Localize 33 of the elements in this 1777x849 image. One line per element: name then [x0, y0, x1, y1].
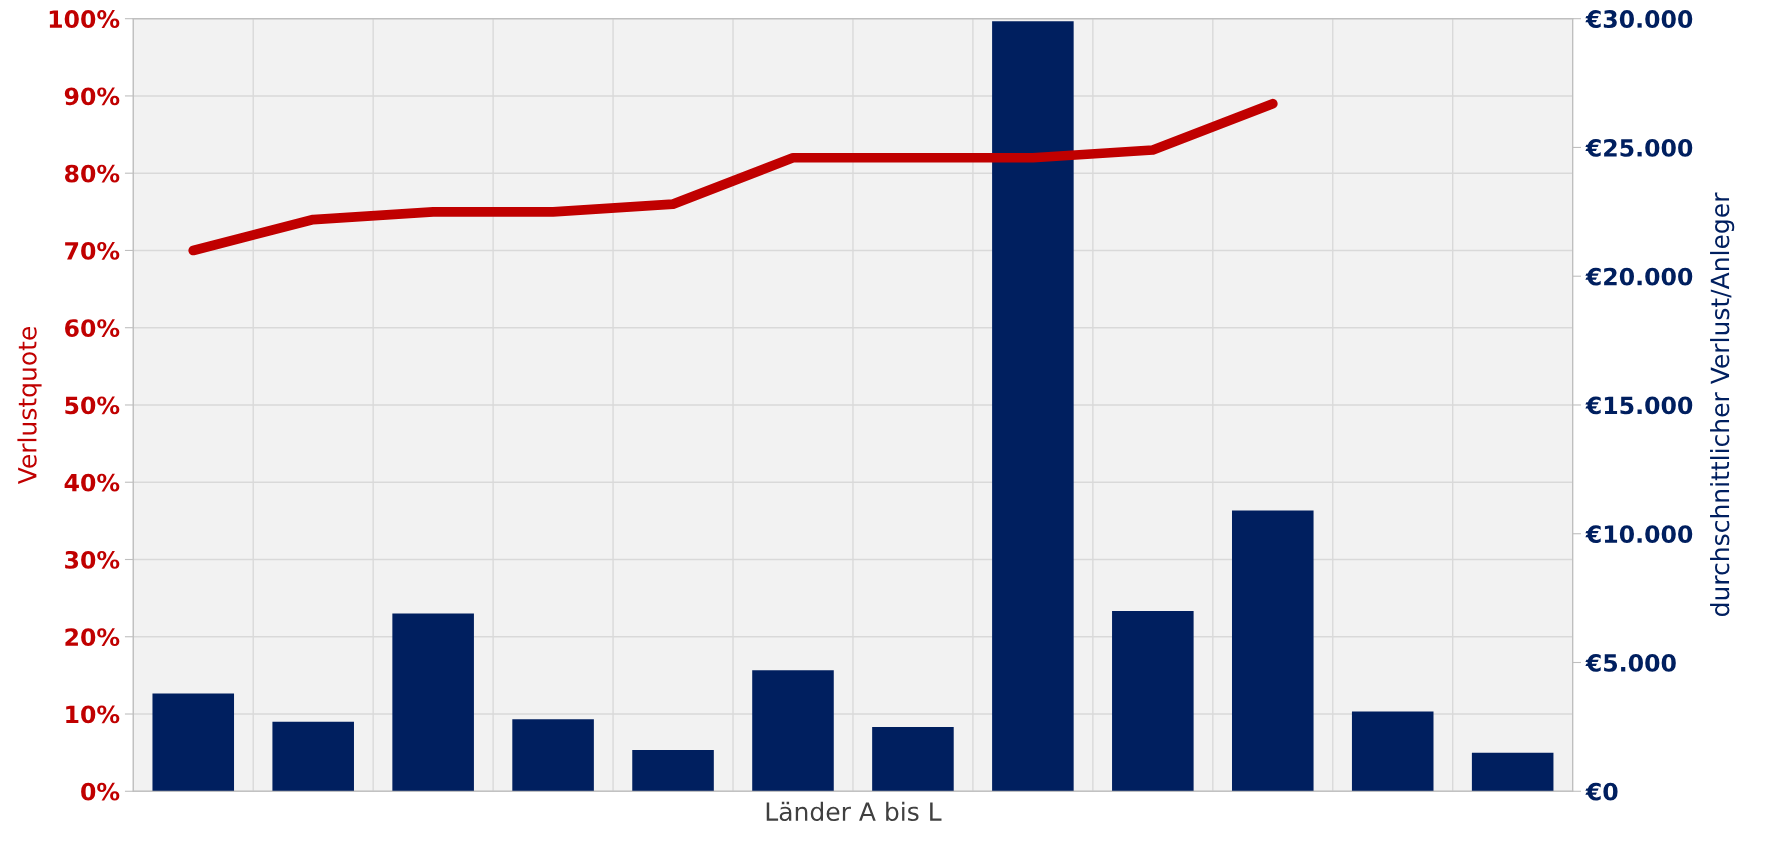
- bar: [1231, 510, 1314, 792]
- y2-tick-label: €20.000: [1585, 267, 1693, 286]
- y-tick-label: 30%: [65, 550, 120, 569]
- y-tick-label: 10%: [66, 705, 120, 724]
- bar: [392, 613, 474, 792]
- y2-tick-label: €25.000: [1585, 138, 1693, 157]
- y-tick-label: 80%: [65, 164, 120, 183]
- bar: [152, 693, 235, 792]
- y2-tick-label: €0: [1585, 782, 1618, 801]
- y-tick-label: 40%: [64, 473, 120, 492]
- y2-axis-title: durchschnittlicher Verlust/Anleger: [1710, 192, 1735, 616]
- bar: [1351, 711, 1434, 792]
- bar: [872, 726, 954, 792]
- y2-tick-label: €15.000: [1585, 396, 1693, 415]
- bar: [1471, 752, 1554, 792]
- bar: [1112, 611, 1194, 792]
- bar: [632, 750, 714, 792]
- bar: [992, 21, 1074, 792]
- bar: [272, 721, 354, 792]
- y-tick-label: 60%: [65, 319, 120, 338]
- y-tick-label: 90%: [64, 87, 120, 106]
- y-tick-label: 70%: [65, 241, 120, 260]
- y2-tick-label: €5.000: [1585, 653, 1676, 672]
- y-tick-label: 20%: [65, 628, 120, 647]
- y2-tick-label: €10.000: [1585, 525, 1693, 544]
- bar: [752, 670, 834, 792]
- y-tick-label: 0%: [81, 782, 120, 801]
- y-axis-title: Verlustquote: [17, 326, 42, 485]
- bar: [512, 719, 594, 792]
- y-tick-label: 100%: [49, 10, 120, 28]
- y2-tick-label: €30.000: [1585, 10, 1693, 28]
- x-axis-title: Länder A bis L: [766, 801, 942, 822]
- y-tick-label: 50%: [65, 396, 120, 415]
